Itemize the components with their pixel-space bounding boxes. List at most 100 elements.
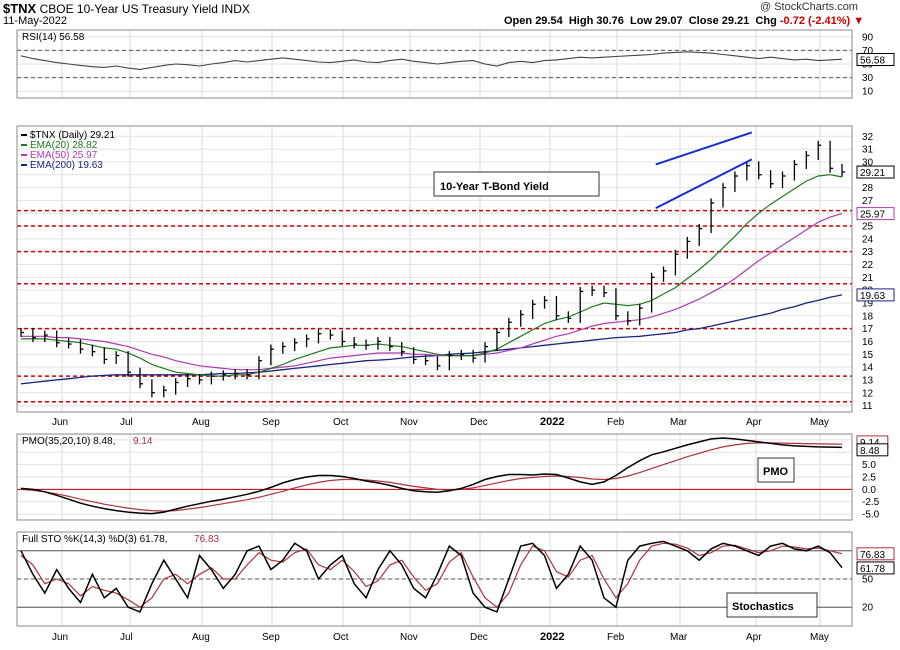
- price-tick-label: 13: [862, 375, 874, 386]
- price-tick-label: 32: [862, 132, 874, 143]
- rsi-tick-label: 30: [862, 73, 874, 84]
- x-axis-bottom-label-Dec: Dec: [470, 632, 488, 643]
- chg-down-icon: ▼: [853, 15, 865, 27]
- price-tick-label: 22: [862, 260, 874, 271]
- pmo-tick-label: -5.0: [862, 510, 880, 521]
- pmo-tick-label: 5.0: [862, 460, 876, 471]
- pmo-panel-frame: [16, 433, 853, 521]
- pmo-value-tag: 8.48: [860, 446, 880, 457]
- price-right-tag: 19.63: [860, 291, 885, 302]
- sto-k-line: [20, 540, 843, 613]
- pmo-tick-label: 2.5: [862, 473, 876, 484]
- channel-lower-line: [655, 158, 753, 209]
- x-axis-top-label-Oct: Oct: [333, 417, 349, 428]
- price-right-tag: 29.21: [860, 168, 885, 179]
- rsi-legend: RSI(14) 56.58: [22, 32, 85, 43]
- x-axis-bottom-label-Apr: Apr: [746, 632, 762, 643]
- rsi-line: [20, 51, 843, 70]
- price-tick-label: 18: [862, 311, 874, 322]
- watermark: @ StockCharts.com: [760, 1, 858, 13]
- price-tick-label: 19: [862, 298, 874, 309]
- ohlc-summary: Open 29.54 High 30.76 Low 29.07 Close 29…: [504, 15, 864, 27]
- x-axis-top-label-Dec: Dec: [470, 417, 488, 428]
- price-tick-label: 15: [862, 350, 874, 361]
- price-tick-label: 14: [862, 363, 874, 374]
- x-axis-bottom-label-Aug: Aug: [192, 632, 210, 643]
- price-right-tag-bg: [856, 288, 895, 302]
- pmo-tick-label: 0.0: [862, 485, 876, 496]
- x-axis-bottom-label-Sep: Sep: [262, 632, 280, 643]
- price-bars: [20, 140, 845, 398]
- sto-annotation: Stochastics: [732, 601, 794, 613]
- price-tick-label: 31: [862, 145, 874, 156]
- x-axis-top-label-May: May: [810, 417, 829, 428]
- price-tick-label: 27: [862, 196, 874, 207]
- x-axis-bottom-label-2022: 2022: [540, 631, 564, 643]
- ema50-line: [21, 213, 843, 371]
- rsi-value-tag: 56.58: [860, 56, 885, 67]
- low-value: 29.07: [655, 15, 683, 27]
- x-axis-top-label-Feb: Feb: [607, 417, 625, 428]
- x-axis-top-label-Nov: Nov: [400, 417, 418, 428]
- sto-d-tag: 76.83: [860, 550, 885, 561]
- x-axis-bottom-label-Oct: Oct: [333, 632, 349, 643]
- security-name: CBOE 10-Year US Treasury Yield INDX: [39, 2, 250, 16]
- high-label: High: [568, 15, 594, 27]
- pmo-tick-label: -2.5: [862, 497, 880, 508]
- channel-upper-line: [655, 131, 753, 166]
- sto-d-tag-bg: [856, 547, 895, 561]
- ema200-line: [20, 294, 843, 385]
- rsi-tick-label: 90: [862, 32, 874, 43]
- price-panel-frame: [16, 125, 853, 413]
- price-right-tag-bg: [856, 207, 895, 221]
- pmo-signal-line: [20, 442, 843, 512]
- x-axis-bottom-label-May: May: [810, 632, 829, 643]
- sto-d-line: [20, 542, 843, 609]
- x-axis-bottom-label-Jun: Jun: [52, 632, 68, 643]
- x-axis-bottom-label-Jul: Jul: [120, 632, 133, 643]
- pmo-annotation-box: [757, 457, 795, 483]
- high-value: 30.76: [596, 15, 624, 27]
- price-right-tag: 25.97: [860, 210, 885, 221]
- chart-header: $TNX CBOE 10-Year US Treasury Yield INDX…: [0, 0, 900, 28]
- price-tick-label: 25: [862, 222, 874, 233]
- sto-tick-label: 20: [862, 603, 874, 614]
- x-axis-top-label-Sep: Sep: [262, 417, 280, 428]
- price-tick-label: 16: [862, 337, 874, 348]
- ema20-line: [21, 174, 843, 377]
- open-label: Open: [504, 15, 533, 27]
- price-legend-ema50: EMA(50) 25.97: [30, 150, 98, 161]
- pmo-signal-legend: 9.14: [133, 436, 153, 447]
- rsi-value-tag-bg: [856, 53, 895, 67]
- x-axis-top-label-2022: 2022: [540, 416, 564, 428]
- sto-annotation-box: [726, 592, 818, 618]
- x-axis-bottom-label-Mar: Mar: [670, 632, 688, 643]
- chart-title: $TNX CBOE 10-Year US Treasury Yield INDX: [3, 1, 250, 16]
- price-tick-label: 12: [862, 388, 874, 399]
- sto-tick-label: 50: [862, 575, 874, 586]
- price-tick-label: 23: [862, 247, 874, 258]
- price-tick-label: 28: [862, 183, 874, 194]
- price-right-tag-bg: [856, 165, 895, 179]
- x-axis-bottom-label-Feb: Feb: [607, 632, 625, 643]
- x-axis-bottom-label-Nov: Nov: [400, 632, 418, 643]
- open-value: 29.54: [535, 15, 563, 27]
- x-axis-top-label-Jul: Jul: [120, 417, 133, 428]
- rsi-panel-frame: [16, 29, 853, 99]
- price-tick-label: 17: [862, 324, 874, 335]
- close-value: 29.21: [721, 15, 750, 27]
- close-label: Close: [688, 15, 719, 27]
- price-tick-label: 21: [862, 273, 874, 284]
- sto-panel-frame: [16, 531, 853, 627]
- price-legend-ema200: EMA(200) 19.63: [30, 160, 103, 171]
- price-legend-ema20: EMA(20) 28.82: [30, 140, 98, 151]
- sto-k-tag: 61.78: [860, 564, 885, 575]
- price-legend-tnx: $TNX (Daily) 29.21: [30, 130, 115, 141]
- sto-k-tag-bg: [856, 561, 895, 575]
- x-axis-top-label-Aug: Aug: [192, 417, 210, 428]
- price-tick-label: 11: [862, 401, 873, 412]
- pmo-value-tag-bg: [856, 443, 889, 457]
- chg-value: -0.72 (-2.41%): [779, 15, 851, 27]
- chart-date: 11-May-2022: [3, 15, 67, 27]
